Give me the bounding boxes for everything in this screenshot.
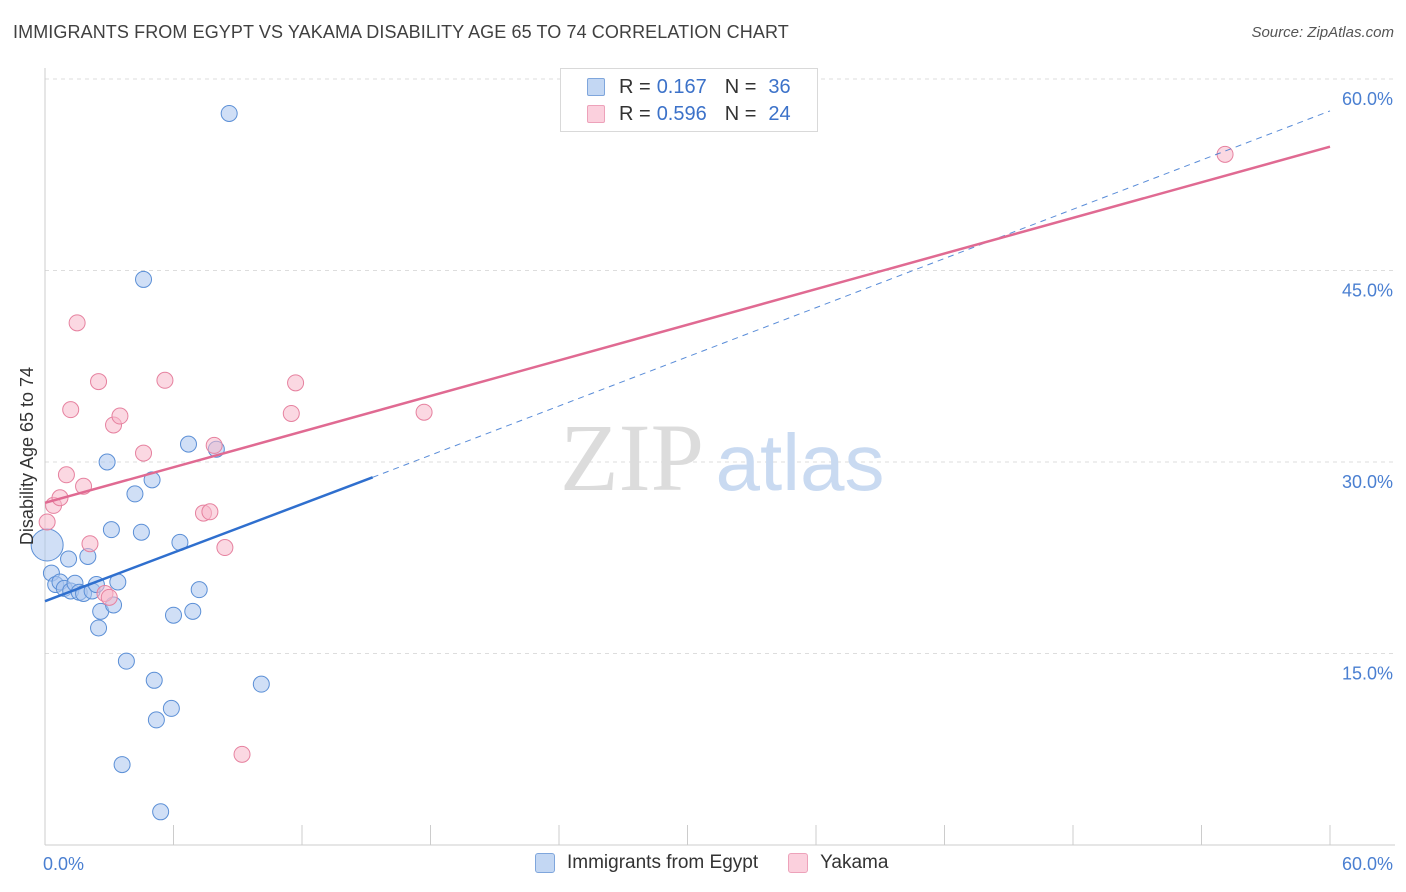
n-label: N = <box>724 75 757 98</box>
source-label: Source: ZipAtlas.com <box>1251 24 1394 41</box>
chart-title: IMMIGRANTS FROM EGYPT VS YAKAMA DISABILI… <box>13 22 789 42</box>
point-egypt <box>90 619 108 637</box>
point-yakama <box>156 371 174 389</box>
point-egypt <box>143 471 161 489</box>
point-yakama <box>282 404 300 422</box>
point-egypt <box>132 523 150 541</box>
point-egypt <box>98 453 116 471</box>
point-egypt <box>252 675 270 693</box>
legend-item-yakama[interactable]: Yakama <box>788 852 888 874</box>
point-yakama <box>68 314 86 332</box>
stats-legend-row-yakama: R = 0.596 N = 24 <box>587 101 791 127</box>
legend-swatch-egypt <box>535 853 555 873</box>
point-egypt <box>220 104 238 122</box>
point-egypt <box>135 270 153 288</box>
series-legend: Immigrants from Egypt Yakama <box>535 852 918 874</box>
point-yakama <box>90 373 108 391</box>
point-yakama <box>233 745 251 763</box>
point-egypt <box>113 756 131 774</box>
point-yakama <box>287 374 305 392</box>
axes <box>44 68 1395 846</box>
r-value: 0.167 <box>656 75 707 98</box>
y-tick-label: 45.0% <box>1342 281 1393 301</box>
point-yakama <box>57 466 75 484</box>
n-label: N = <box>724 102 757 125</box>
point-egypt <box>126 485 144 503</box>
legend-label-egypt: Immigrants from Egypt <box>567 852 759 873</box>
point-yakama <box>205 436 223 454</box>
n-value: 36 <box>768 75 791 98</box>
point-egypt <box>117 652 135 670</box>
point-egypt <box>152 803 170 821</box>
y-tick-label: 30.0% <box>1342 472 1393 492</box>
y-axis-label: Disability Age 65 to 74 <box>17 367 37 545</box>
point-egypt <box>162 699 180 717</box>
legend-item-egypt[interactable]: Immigrants from Egypt <box>535 852 758 874</box>
point-egypt <box>179 435 197 453</box>
point-egypt <box>102 521 120 539</box>
x-tick-label: 0.0% <box>43 854 84 874</box>
stats-legend: R = 0.167 N = 36 R = 0.596 N = 24 <box>560 68 818 132</box>
point-yakama <box>216 539 234 557</box>
point-egypt <box>190 581 208 599</box>
stats-legend-row-egypt: R = 0.167 N = 36 <box>587 74 791 100</box>
point-yakama <box>62 401 80 419</box>
point-yakama <box>38 513 56 531</box>
x-tick-label: 60.0% <box>1342 854 1393 874</box>
y-tick-label: 15.0% <box>1342 664 1393 684</box>
point-egypt <box>145 671 163 689</box>
trend-lines <box>44 110 1331 603</box>
r-label: R = <box>619 102 651 125</box>
watermark-zip: ZIP <box>560 404 704 511</box>
point-yakama <box>100 588 118 606</box>
point-yakama <box>111 407 129 425</box>
point-yakama <box>201 503 219 521</box>
tick-labels: 15.0% 30.0% 45.0% 60.0% 0.0% 60.0% <box>43 89 1393 874</box>
watermark-atlas: atlas <box>716 418 885 507</box>
n-value: 24 <box>768 102 791 125</box>
y-tick-label: 60.0% <box>1342 89 1393 109</box>
r-label: R = <box>619 75 651 98</box>
point-egypt <box>184 602 202 620</box>
gridlines <box>45 78 1395 654</box>
point-yakama <box>135 444 153 462</box>
legend-swatch-yakama <box>587 105 605 123</box>
point-egypt <box>165 606 182 624</box>
point-yakama <box>415 403 433 421</box>
legend-swatch-egypt <box>587 78 605 96</box>
trendline-yakama <box>44 145 1331 505</box>
r-value: 0.596 <box>656 102 707 125</box>
point-yakama <box>81 535 99 553</box>
point-egypt <box>60 550 78 568</box>
point-egypt <box>147 711 165 729</box>
trendline-egypt <box>44 476 374 603</box>
legend-swatch-yakama <box>788 853 809 873</box>
legend-label-yakama: Yakama <box>820 852 889 873</box>
watermark: ZIP atlas <box>560 404 884 511</box>
trendline-egypt-extension <box>372 110 1331 478</box>
